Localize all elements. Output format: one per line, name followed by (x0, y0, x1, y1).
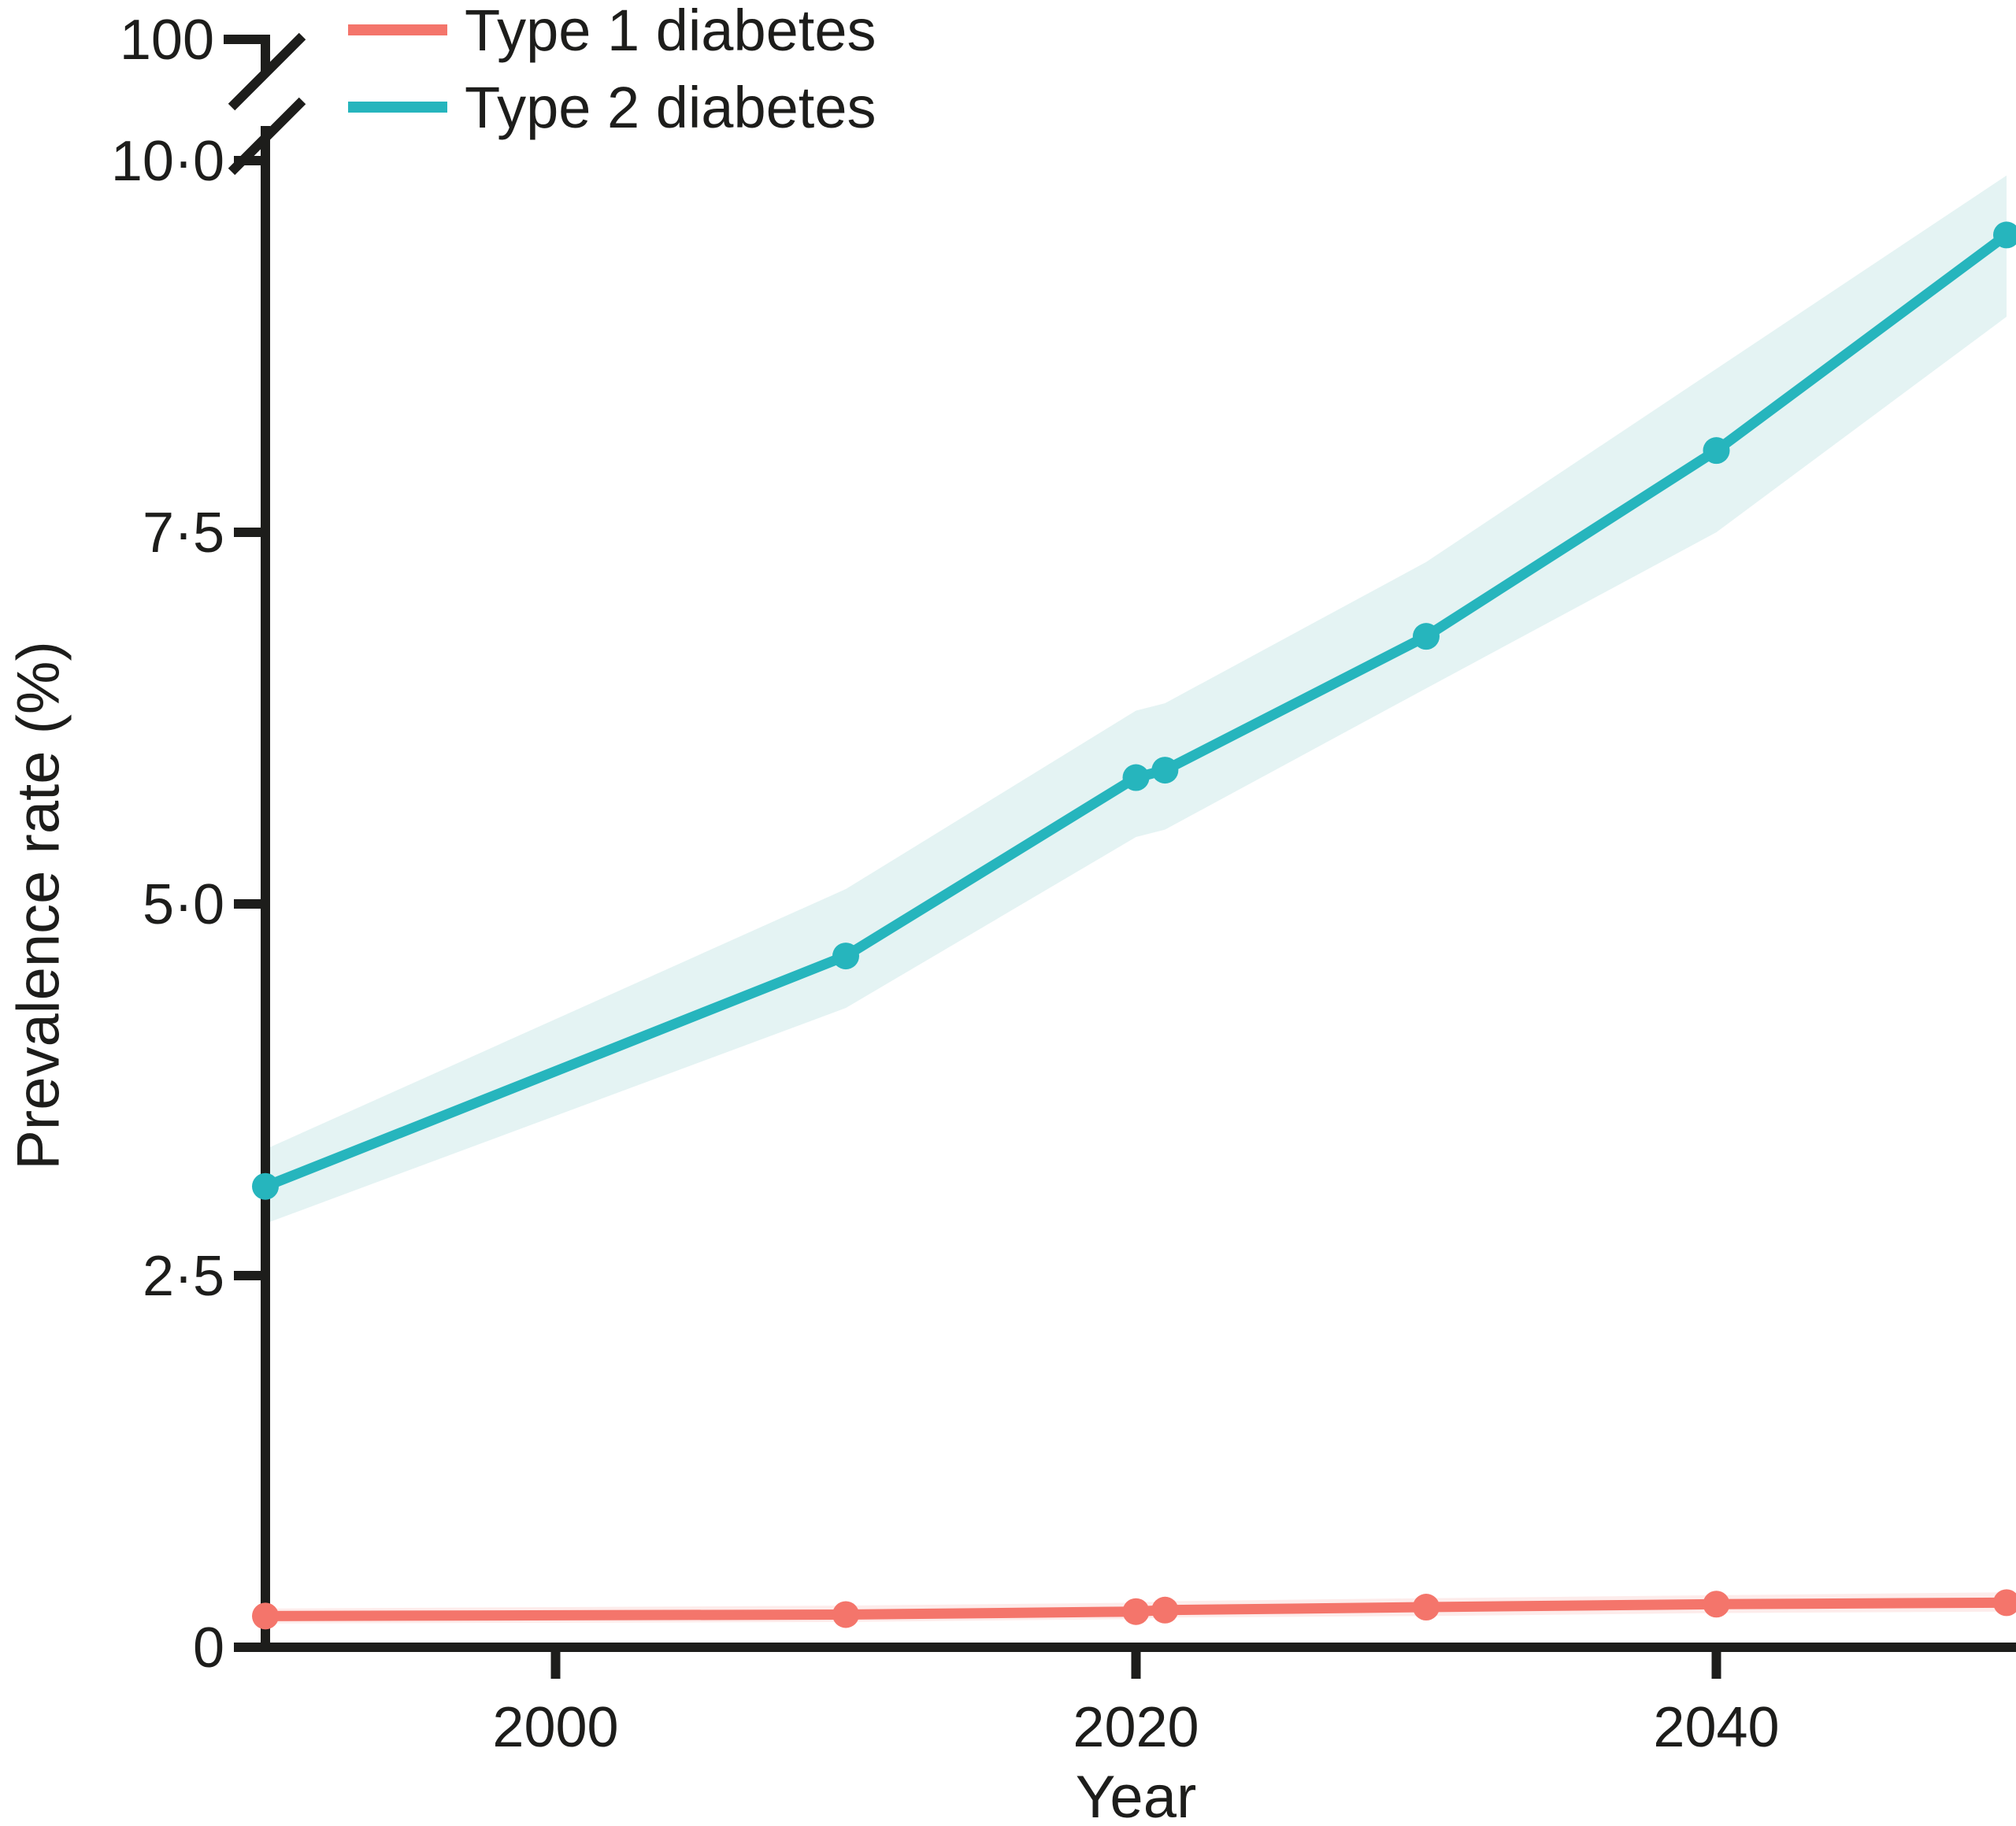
type-2-diabetes-point (1703, 437, 1730, 465)
y-axis-break-label: 100 (120, 9, 214, 72)
legend-label-type-2-diabetes: Type 2 diabetes (465, 75, 876, 140)
x-tick-label: 2020 (1073, 1696, 1199, 1759)
legend-label-type-1-diabetes: Type 1 diabetes (465, 0, 876, 63)
y-tick-label: 2·5 (143, 1245, 224, 1308)
type-2-diabetes-point (1151, 757, 1179, 784)
type-2-diabetes-point (832, 943, 859, 970)
type-2-diabetes-point (1993, 221, 2016, 249)
x-tick-label: 2040 (1653, 1696, 1779, 1759)
axis-break-slash (228, 32, 306, 111)
y-tick-label: 0 (193, 1617, 224, 1680)
type-2-diabetes-confidence-band (265, 175, 2007, 1224)
type-2-diabetes-point (1122, 764, 1150, 791)
y-tick-label: 5·0 (143, 873, 224, 936)
type-1-diabetes-point (1993, 1589, 2016, 1617)
y-tick-label: 7·5 (143, 502, 224, 565)
type-2-diabetes-point (1413, 623, 1440, 650)
type-1-diabetes-point (1122, 1598, 1150, 1625)
type-1-diabetes-point (252, 1602, 279, 1630)
type-1-diabetes-point (1703, 1591, 1730, 1618)
type-2-diabetes-point (252, 1172, 279, 1200)
legend (348, 24, 447, 113)
y-tick-label: 10·0 (111, 130, 224, 193)
x-tick-label: 2000 (492, 1696, 618, 1759)
type-1-diabetes-point (1151, 1596, 1179, 1624)
y-axis-title: Prevalence rate (%) (6, 641, 72, 1170)
type-1-diabetes-point (1413, 1594, 1440, 1621)
x-axis-title: Year (1076, 1764, 1197, 1826)
type-1-diabetes-point (832, 1601, 859, 1628)
